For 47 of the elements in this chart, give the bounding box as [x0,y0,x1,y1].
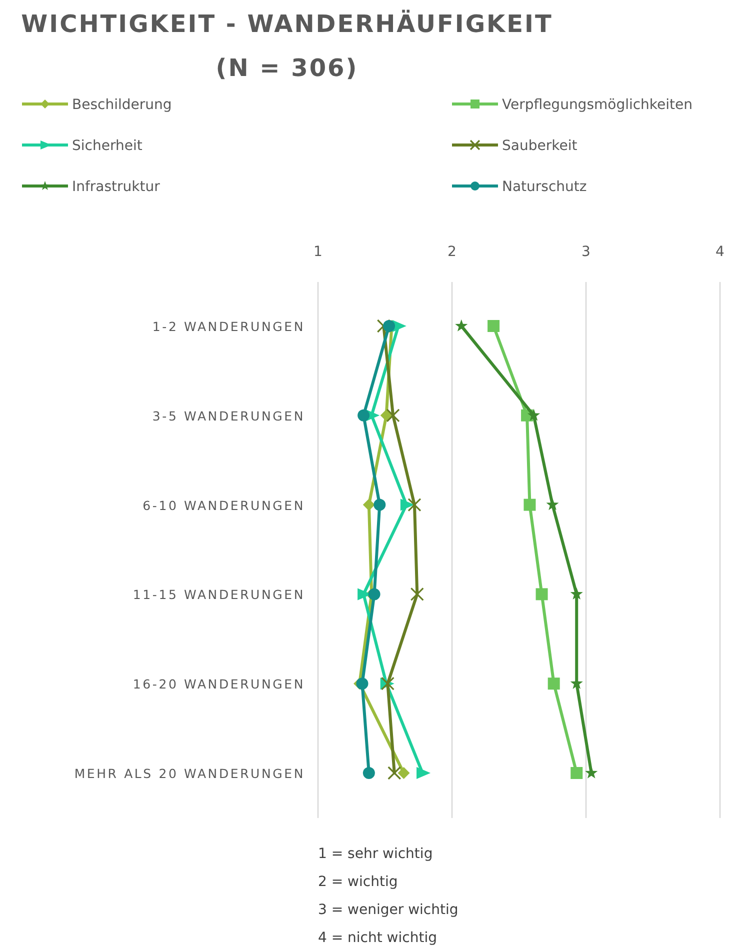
legend-label: Verpflegungsmöglichkeiten [502,97,693,113]
x-tick-label: 4 [716,244,725,260]
text: 3 = weniger wichtig [318,902,458,918]
legend-label: Beschilderung [72,97,172,113]
point [380,409,392,422]
point [383,320,396,332]
y-tick-label: MEHR ALS 20 WANDERUNGEN [74,766,305,781]
point [410,587,424,601]
legend-label: Sauberkeit [502,138,578,154]
x-tick-label: 3 [582,244,590,260]
chart-subtitle: (N = 306) [216,54,358,82]
point [362,767,375,779]
point [376,319,390,333]
point [386,408,400,422]
point [362,498,375,511]
point [546,498,559,510]
point [570,588,583,600]
text: 2 = wichtig [318,874,398,890]
text: 1 = sehr wichtig [318,846,433,862]
legend-label: Sicherheit [72,138,143,154]
point [527,408,540,421]
point [524,498,536,511]
point [585,766,598,778]
y-tick-label: 11-15 WANDERUNGEN [132,587,305,602]
point [400,498,414,511]
point [548,678,560,690]
point [408,498,422,512]
text: 4 = nicht wichtig [318,930,437,946]
legend-label: Infrastruktur [72,179,160,195]
point [455,319,468,332]
legend-label: Naturschutz [502,179,587,195]
x-tick-label: 2 [448,244,456,260]
point [356,678,368,690]
point [488,320,500,332]
x-tick-label: 1 [314,244,322,260]
point [398,767,410,779]
y-tick-label: 3-5 WANDERUNGEN [152,408,305,424]
point [374,498,386,511]
point [416,767,431,779]
y-tick-label: 16-20 WANDERUNGEN [132,676,305,692]
y-tick-label: 1-2 WANDERUNGEN [152,319,305,334]
point [388,766,402,780]
point [536,588,548,600]
point [358,409,370,422]
y-tick-label: 6-10 WANDERUNGEN [142,498,305,513]
chart-title: WICHTIGKEIT - WANDERHÄUFIGKEIT [21,9,553,38]
point [570,767,583,779]
